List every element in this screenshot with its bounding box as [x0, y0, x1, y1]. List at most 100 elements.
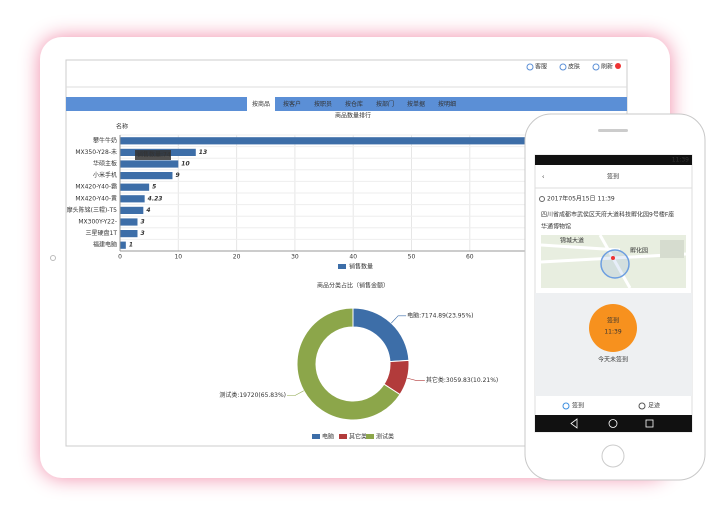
bar[interactable] [120, 230, 138, 238]
value-label: 9 [175, 172, 179, 179]
y-tick-label: 华硕主板 [93, 160, 117, 168]
address: 四川省成都市武侯区天府大道科技孵化园9号楼F座 [541, 211, 674, 219]
tooltip-bg [135, 150, 171, 160]
map-range [600, 249, 630, 279]
bar[interactable] [120, 137, 552, 145]
status-bar [535, 155, 692, 165]
value-label: 4.23 [148, 195, 163, 202]
phone-date: 2017年05月15日 11:39 [547, 195, 615, 203]
value-label: 3 [140, 219, 144, 226]
legend-label[interactable]: 电脑 [322, 433, 334, 441]
checkin-time[interactable]: 11:39 [604, 329, 621, 336]
y-tick-label: 攀牛牛奶 [93, 136, 117, 144]
value-label: 13 [199, 149, 207, 156]
map-label: 孵化园 [630, 247, 648, 255]
toolbar-icon[interactable] [526, 63, 534, 71]
leader-line [407, 377, 425, 381]
nav-home[interactable] [608, 419, 618, 428]
map-block [660, 240, 684, 258]
bar[interactable] [120, 183, 150, 191]
y-axis-title: 名称 [116, 123, 128, 131]
value-label: 4 [146, 207, 150, 214]
android-nav [535, 415, 692, 432]
legend-label[interactable]: 其它类 [349, 433, 367, 441]
legend-label[interactable]: 测试类 [376, 433, 394, 441]
tab[interactable]: 按单据 [407, 100, 425, 108]
map-label: 锦城大道 [560, 237, 584, 245]
nav-back[interactable] [570, 418, 578, 429]
leader-line [391, 315, 407, 324]
tab[interactable]: 按客户 [283, 100, 301, 108]
y-tick-label: MX420-Y40-霸 [75, 184, 117, 191]
y-tick-label: MX350-Y28-未 [75, 148, 117, 156]
checkin-status: 今天未签到 [598, 356, 628, 364]
nav-item[interactable]: 签到 [572, 402, 584, 410]
x-tick-label: 20 [233, 254, 241, 261]
notify-icon[interactable] [615, 63, 621, 69]
tab[interactable]: 按职员 [314, 100, 332, 108]
x-tick-label: 40 [349, 254, 357, 261]
bar[interactable] [120, 195, 145, 203]
legend-swatch [366, 434, 374, 439]
phone-speaker [598, 129, 628, 132]
value-label: 3 [140, 230, 144, 237]
x-tick-label: 0 [118, 254, 122, 261]
toolbar-icon[interactable] [592, 63, 600, 71]
bar[interactable] [120, 218, 138, 226]
leader-line [286, 390, 304, 396]
legend-label[interactable]: 销售数量 [349, 263, 373, 271]
back-arrow[interactable]: ‹ [542, 174, 544, 181]
y-tick-label: 摩头陈铭(三辊)-T5 [67, 206, 118, 214]
toolbar-item[interactable]: 皮肤 [568, 63, 580, 71]
tab[interactable]: 按明细 [438, 100, 456, 108]
x-tick-label: 50 [408, 254, 416, 261]
slice-label: 测试类:19720(65.83%) [219, 391, 286, 399]
bar[interactable] [120, 172, 173, 180]
slice-label: 其它类:3059.83(10.21%) [426, 376, 498, 384]
x-tick-label: 10 [174, 254, 182, 261]
nav-recent[interactable] [645, 419, 654, 428]
legend-swatch [339, 434, 347, 439]
y-tick-label: 福建电脑 [93, 241, 117, 249]
tab[interactable]: 按仓库 [345, 100, 363, 108]
value-label: 10 [181, 161, 189, 168]
nav-item[interactable]: 足迹 [648, 402, 660, 410]
tab-bar [66, 97, 627, 111]
phone-home[interactable] [601, 444, 625, 468]
nav-icon[interactable] [638, 402, 646, 410]
tablet-camera [50, 255, 56, 261]
nav-icon[interactable] [562, 402, 570, 410]
tab-active[interactable] [247, 97, 275, 111]
tab[interactable]: 按部门 [376, 100, 394, 108]
phone-title: 签到 [607, 173, 619, 181]
y-tick-label: 三星硬盘1T [86, 229, 118, 237]
legend-swatch [312, 434, 320, 439]
toolbar-icon[interactable] [559, 63, 567, 71]
x-tick-label: 30 [291, 254, 299, 261]
legend-swatch [338, 264, 346, 269]
y-tick-label: 小米手机 [93, 171, 117, 179]
donut-slice[interactable] [296, 307, 401, 421]
y-tick-label: MX300Y-Y22- [78, 219, 117, 226]
slice-label: 电脑:7174.89(23.95%) [407, 311, 473, 319]
bar[interactable] [120, 160, 179, 168]
address: 华通博物馆 [541, 223, 571, 231]
toolbar-item[interactable]: 客服 [535, 63, 547, 71]
checkin-label[interactable]: 签到 [607, 317, 619, 325]
checkin-button[interactable] [589, 304, 637, 352]
chart-title: 商品分类占比（销售金额） [317, 282, 389, 290]
tab[interactable]: 按商品 [252, 100, 270, 108]
y-tick-label: MX420-Y40-黄 [75, 194, 117, 202]
toolbar-item[interactable]: 刷新 [601, 63, 613, 71]
value-label: 5 [152, 184, 156, 191]
clock-icon [539, 196, 545, 202]
map-pin [611, 256, 615, 260]
chart-title: 商品数量排行 [335, 112, 371, 120]
bar[interactable] [120, 206, 144, 214]
bar[interactable] [120, 241, 126, 249]
x-tick-label: 60 [466, 254, 474, 261]
tooltip: 销售数量:74 [137, 151, 171, 159]
value-label: 1 [129, 242, 133, 249]
